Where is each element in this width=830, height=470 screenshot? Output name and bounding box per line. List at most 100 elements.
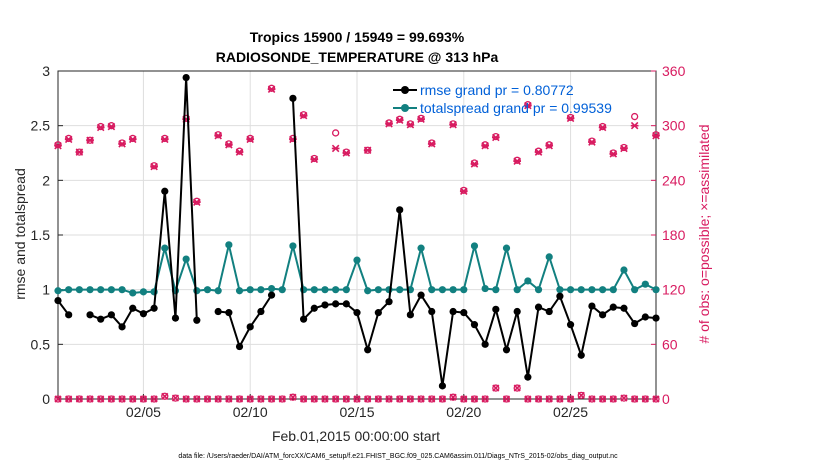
obs-assimilated-point: [75, 148, 84, 156]
obs-assimilated-low-point: [449, 393, 457, 401]
obs-possible-point: [65, 134, 73, 143]
legend-spread-marker: [401, 104, 409, 112]
obs-assimilated-low-point: [214, 395, 222, 403]
rmse-point: [267, 291, 276, 299]
spread-point: [289, 242, 297, 250]
y-tick-label: 1.5: [31, 227, 51, 243]
obs-possible-low-point: [641, 395, 649, 403]
obs-assimilated-point: [246, 135, 255, 144]
obs-assimilated-low-point: [257, 395, 265, 403]
obs-possible-low-point: [481, 395, 489, 403]
spread-point: [513, 286, 521, 294]
obs-possible-low-point: [652, 395, 660, 403]
obs-possible-low-point: [235, 395, 244, 403]
obs-assimilated-point: [160, 135, 169, 144]
spread-point: [620, 266, 628, 274]
obs-assimilated-point: [534, 148, 543, 156]
x-tick-label: 02/10: [233, 404, 268, 420]
rmse-point: [129, 304, 137, 312]
obs-assimilated-point: [64, 135, 73, 144]
obs-assimilated-point: [459, 187, 468, 196]
obs-possible-low-point: [171, 394, 180, 402]
rmse-point: [246, 323, 254, 331]
rmse-point: [631, 319, 639, 328]
obs-assimilated-low-point: [385, 395, 393, 403]
obs-assimilated-point: [107, 122, 116, 131]
rmse-point: [257, 307, 265, 316]
obs-assimilated-low-point: [641, 395, 649, 403]
obs-assimilated-low-point: [502, 395, 511, 403]
obs-possible-low-point: [406, 395, 415, 403]
obs-assimilated-point: [588, 138, 596, 146]
obs-assimilated-point: [385, 120, 393, 128]
rmse-point: [417, 291, 425, 299]
obs-assimilated-point: [491, 133, 500, 142]
obs-assimilated-point: [54, 141, 62, 150]
spread-point: [353, 256, 361, 264]
rmse-point: [54, 297, 62, 305]
obs-assimilated-point: [395, 116, 404, 124]
obs-assimilated-low-point: [268, 395, 276, 403]
spread-point: [321, 286, 329, 294]
spread-point: [534, 286, 543, 294]
rmse-point: [353, 309, 361, 317]
rmse-point: [107, 311, 115, 319]
rmse-point: [641, 313, 649, 321]
obs-assimilated-low-point: [406, 395, 414, 403]
obs-possible-low-point: [566, 395, 575, 403]
rmse-point: [235, 342, 244, 351]
obs-assimilated-low-point: [620, 394, 628, 402]
spread-point: [75, 286, 83, 294]
obs-assimilated-point: [86, 136, 94, 145]
spread-point: [374, 286, 382, 294]
obs-possible-point: [289, 134, 297, 143]
obs-assimilated-low-point: [652, 395, 660, 403]
y-tick-label: 0.5: [31, 336, 51, 352]
obs-possible-point: [310, 154, 318, 163]
obs-assimilated-point: [609, 150, 618, 158]
obs-possible-low-point: [299, 395, 308, 403]
obs-possible-low-point: [630, 395, 639, 403]
rmse-point: [150, 304, 158, 312]
y-axis-label: rmse and totalspread: [12, 168, 28, 300]
obs-possible-low-point: [86, 395, 94, 403]
obs-assimilated-point: [96, 123, 105, 132]
obs-assimilated-low-point: [321, 395, 329, 403]
obs-assimilated-point: [630, 121, 639, 130]
obs-possible-point: [598, 122, 607, 131]
rmse-point: [460, 309, 468, 317]
y-right-tick-label: 240: [662, 172, 686, 188]
spread-point: [641, 280, 649, 288]
rmse-point: [300, 315, 308, 323]
rmse-point: [364, 346, 372, 354]
obs-possible-point: [428, 139, 436, 147]
obs-assimilated-point: [620, 144, 628, 153]
obs-assimilated-low-point: [513, 384, 521, 392]
rmse-point: [374, 309, 382, 317]
obs-possible-low-point: [267, 395, 276, 403]
rmse-point: [577, 351, 585, 359]
spread-point: [470, 242, 479, 250]
obs-possible-low-point: [588, 395, 596, 403]
data-file-footnote: data file: /Users/raeder/DAI/ATM_forcXX/…: [178, 453, 618, 460]
rmse-point: [556, 292, 564, 300]
obs-possible-low-point: [598, 395, 607, 403]
obs-assimilated-low-point: [556, 395, 564, 403]
spread-point: [460, 286, 468, 294]
spread-point: [129, 289, 137, 297]
obs-possible-low-point: [97, 395, 105, 403]
rmse-point: [406, 311, 414, 319]
legend-rmse-label: rmse grand pr = 0.80772: [420, 82, 574, 98]
obs-assimilated-point: [267, 85, 276, 93]
obs-assimilated-point: [310, 155, 319, 164]
grid-lines: [58, 71, 656, 399]
rmse-point: [652, 314, 660, 322]
obs-possible-point: [150, 162, 158, 170]
spread-point: [214, 287, 222, 295]
rmse-point: [225, 309, 233, 317]
obs-possible-point: [588, 137, 596, 145]
spread-point: [556, 286, 564, 294]
obs-possible-point: [492, 132, 500, 141]
obs-assimilated-low-point: [107, 395, 115, 403]
